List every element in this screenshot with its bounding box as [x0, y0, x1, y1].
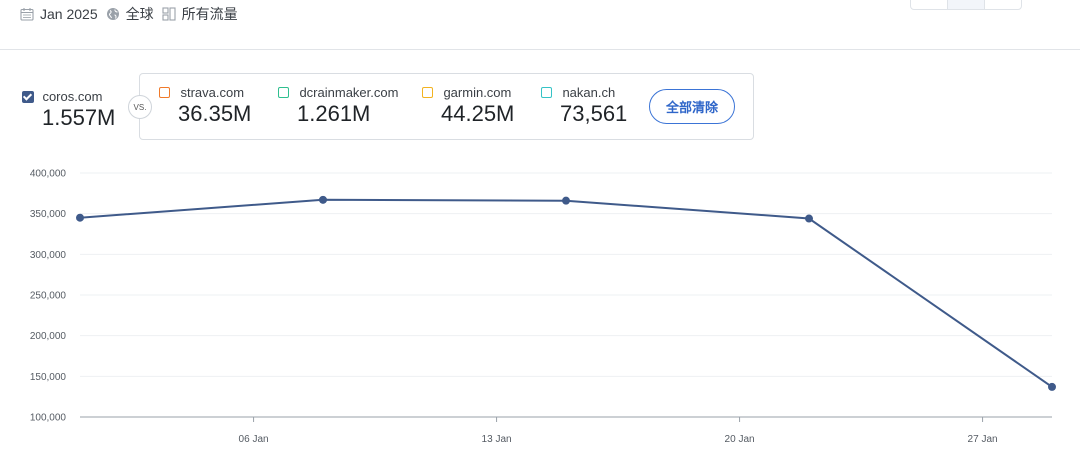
main-site-toggle[interactable]: coros.com 1.557M [22, 88, 115, 130]
view-toggle-group [910, 0, 1022, 10]
x-tick-label: 06 Jan [239, 434, 269, 445]
view-toggle-option[interactable] [911, 0, 947, 9]
data-point [319, 195, 327, 204]
y-tick-label: 350,000 [30, 209, 67, 220]
competitor-value: 44.25M [441, 101, 515, 126]
y-tick-label: 200,000 [30, 331, 67, 342]
y-tick-label: 100,000 [30, 413, 67, 424]
calendar-icon [20, 8, 34, 21]
series-line [79, 198, 1053, 388]
data-point [76, 213, 84, 222]
data-point [1048, 382, 1056, 391]
region-filter-label: 全球 [125, 6, 154, 22]
competitor-name: nakan.ch [562, 85, 616, 101]
competitor-value: 1.261M [297, 101, 371, 126]
competitor-nakan[interactable]: nakan.ch 73,561 [541, 84, 627, 126]
traffic-source-icon [162, 7, 176, 21]
date-filter[interactable]: Jan 2025 [20, 6, 98, 22]
main-site-name: coros.com [42, 89, 103, 105]
data-point [562, 196, 570, 205]
competitor-dcrainmaker[interactable]: dcrainmaker.com 1.261M [278, 84, 399, 126]
competitor-name: dcrainmaker.com [299, 85, 399, 101]
clear-all-button[interactable]: 全部清除 [649, 89, 735, 124]
main-site-value: 1.557M [42, 105, 116, 130]
competitor-checkbox[interactable] [159, 87, 170, 99]
filter-bar: Jan 2025 全球 所有流量 [20, 4, 246, 24]
competitor-panel: strava.com 36.35M dcrainmaker.com 1.261M… [139, 73, 754, 140]
competitor-name: garmin.com [443, 85, 512, 101]
x-tick-label: 20 Jan [725, 434, 755, 445]
x-tick-label: 27 Jan [968, 434, 998, 445]
vs-badge: VS. [128, 95, 152, 119]
region-filter[interactable]: 全球 [106, 4, 154, 24]
traffic-line-chart: 400,000 350,000 300,000 250,000 200,000 150,0… [30, 169, 1056, 445]
competitor-checkbox[interactable] [278, 87, 289, 99]
competitor-checkbox[interactable] [422, 87, 433, 99]
competitor-checkbox[interactable] [541, 87, 552, 99]
competitor-value: 36.35M [178, 101, 252, 126]
view-toggle-option-active[interactable] [947, 0, 984, 9]
y-tick-label: 250,000 [30, 291, 67, 302]
date-filter-label: Jan 2025 [40, 6, 98, 22]
globe-icon [106, 8, 119, 20]
y-tick-label: 300,000 [30, 250, 67, 261]
y-tick-label: 150,000 [30, 372, 67, 383]
traffic-filter-label: 所有流量 [181, 6, 238, 22]
view-toggle-option[interactable] [984, 0, 1021, 9]
y-tick-label: 400,000 [30, 169, 67, 180]
competitor-name: strava.com [180, 85, 245, 101]
competitor-garmin[interactable]: garmin.com 44.25M [422, 84, 514, 126]
main-site-checkbox[interactable] [22, 90, 34, 103]
data-point [805, 214, 813, 223]
traffic-filter[interactable]: 所有流量 [162, 4, 238, 24]
competitor-strava[interactable]: strava.com 36.35M [159, 84, 251, 126]
header-divider [0, 49, 1080, 50]
competitor-value: 73,561 [560, 101, 628, 126]
x-tick-label: 13 Jan [482, 434, 512, 445]
